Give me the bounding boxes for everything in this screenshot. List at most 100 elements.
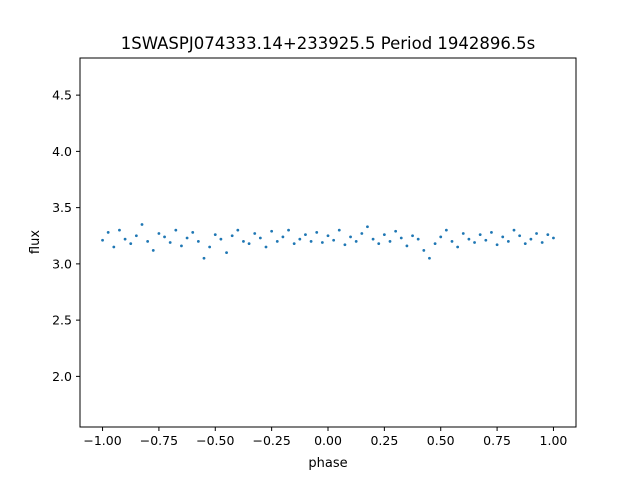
data-point xyxy=(382,233,386,237)
x-tick-label: 0.50 xyxy=(427,433,455,448)
data-point xyxy=(399,236,403,240)
data-point xyxy=(180,244,183,248)
data-point xyxy=(292,242,296,246)
x-tick-label: −0.50 xyxy=(196,433,234,448)
data-point xyxy=(101,238,104,242)
data-point xyxy=(349,235,352,239)
data-point xyxy=(529,237,533,241)
x-tick-label: −0.25 xyxy=(252,433,290,448)
chart-title: 1SWASPJ074333.14+233925.5 Period 1942896… xyxy=(121,34,536,53)
data-point xyxy=(388,239,392,243)
data-point xyxy=(287,228,290,232)
data-point xyxy=(270,229,274,233)
data-point xyxy=(174,228,178,232)
x-axis: −1.00 −0.75 −0.50 −0.25 0.00 0.25 0.50 0.75 1.00 xyxy=(83,427,567,448)
data-point xyxy=(304,233,307,237)
data-point xyxy=(439,235,443,239)
data-point xyxy=(219,237,223,241)
data-point xyxy=(275,239,279,243)
data-point xyxy=(461,232,465,235)
data-point xyxy=(495,243,499,247)
data-point xyxy=(191,230,195,234)
data-point xyxy=(450,239,454,243)
data-point xyxy=(309,239,313,243)
y-tick-label: 3.0 xyxy=(52,256,72,271)
data-point xyxy=(484,238,488,242)
data-point xyxy=(129,242,133,246)
data-point xyxy=(501,235,505,239)
x-tick-label: 0.00 xyxy=(314,433,342,448)
data-point xyxy=(552,236,555,240)
data-point xyxy=(140,223,144,226)
x-tick-label: −1.00 xyxy=(83,433,121,448)
data-point xyxy=(163,235,166,239)
data-point xyxy=(405,244,409,248)
data-point xyxy=(134,234,138,238)
data-point xyxy=(343,243,347,247)
x-tick-label: −0.75 xyxy=(140,433,178,448)
data-point xyxy=(456,245,460,249)
data-point xyxy=(428,256,431,260)
data-point xyxy=(258,236,262,240)
data-point xyxy=(332,238,336,242)
data-point xyxy=(253,232,257,235)
x-tick-label: 0.75 xyxy=(483,433,511,448)
data-point xyxy=(416,237,420,241)
data-point xyxy=(298,237,302,241)
data-point xyxy=(230,234,234,238)
y-axis: 2.0 2.5 3.0 3.5 4.0 4.5 xyxy=(52,88,80,384)
data-point xyxy=(118,228,121,232)
data-point xyxy=(512,228,516,232)
data-point xyxy=(354,239,358,243)
data-point xyxy=(106,230,110,234)
data-point xyxy=(236,228,240,232)
data-point xyxy=(535,232,538,235)
data-point xyxy=(123,237,127,241)
data-point xyxy=(315,230,319,234)
data-point xyxy=(157,232,161,235)
data-points xyxy=(101,223,555,260)
y-tick-label: 2.0 xyxy=(52,369,72,384)
x-tick-label: 0.25 xyxy=(370,433,398,448)
data-point xyxy=(433,242,437,246)
data-point xyxy=(225,251,228,255)
data-point xyxy=(411,234,414,238)
data-point xyxy=(518,234,522,238)
data-point xyxy=(202,256,206,260)
data-point xyxy=(506,239,510,243)
data-point xyxy=(320,241,324,244)
data-point xyxy=(146,239,150,243)
y-tick-label: 4.5 xyxy=(52,88,72,103)
data-point xyxy=(523,242,527,246)
data-point xyxy=(213,233,217,237)
data-point xyxy=(168,241,172,244)
data-point xyxy=(208,245,212,249)
y-tick-label: 3.5 xyxy=(52,200,72,215)
x-axis-label: phase xyxy=(308,456,347,471)
y-tick-label: 2.5 xyxy=(52,313,72,328)
data-point xyxy=(371,237,375,241)
x-tick-label: 1.00 xyxy=(540,433,568,448)
data-point xyxy=(490,230,493,234)
data-point xyxy=(326,234,330,238)
data-point xyxy=(337,228,341,232)
data-point xyxy=(422,248,426,252)
data-point xyxy=(242,239,245,243)
data-point xyxy=(377,242,381,246)
data-point xyxy=(360,232,364,235)
data-point xyxy=(540,241,544,244)
data-point xyxy=(264,245,268,249)
data-point xyxy=(185,236,189,240)
data-point xyxy=(151,248,155,252)
data-point xyxy=(546,233,550,237)
y-axis-label: flux xyxy=(28,230,43,254)
data-point xyxy=(366,225,369,229)
data-point xyxy=(247,242,251,246)
y-tick-label: 4.0 xyxy=(52,144,72,159)
data-point xyxy=(478,233,482,237)
data-point xyxy=(467,237,471,241)
data-point xyxy=(281,235,285,239)
data-point xyxy=(196,239,200,243)
